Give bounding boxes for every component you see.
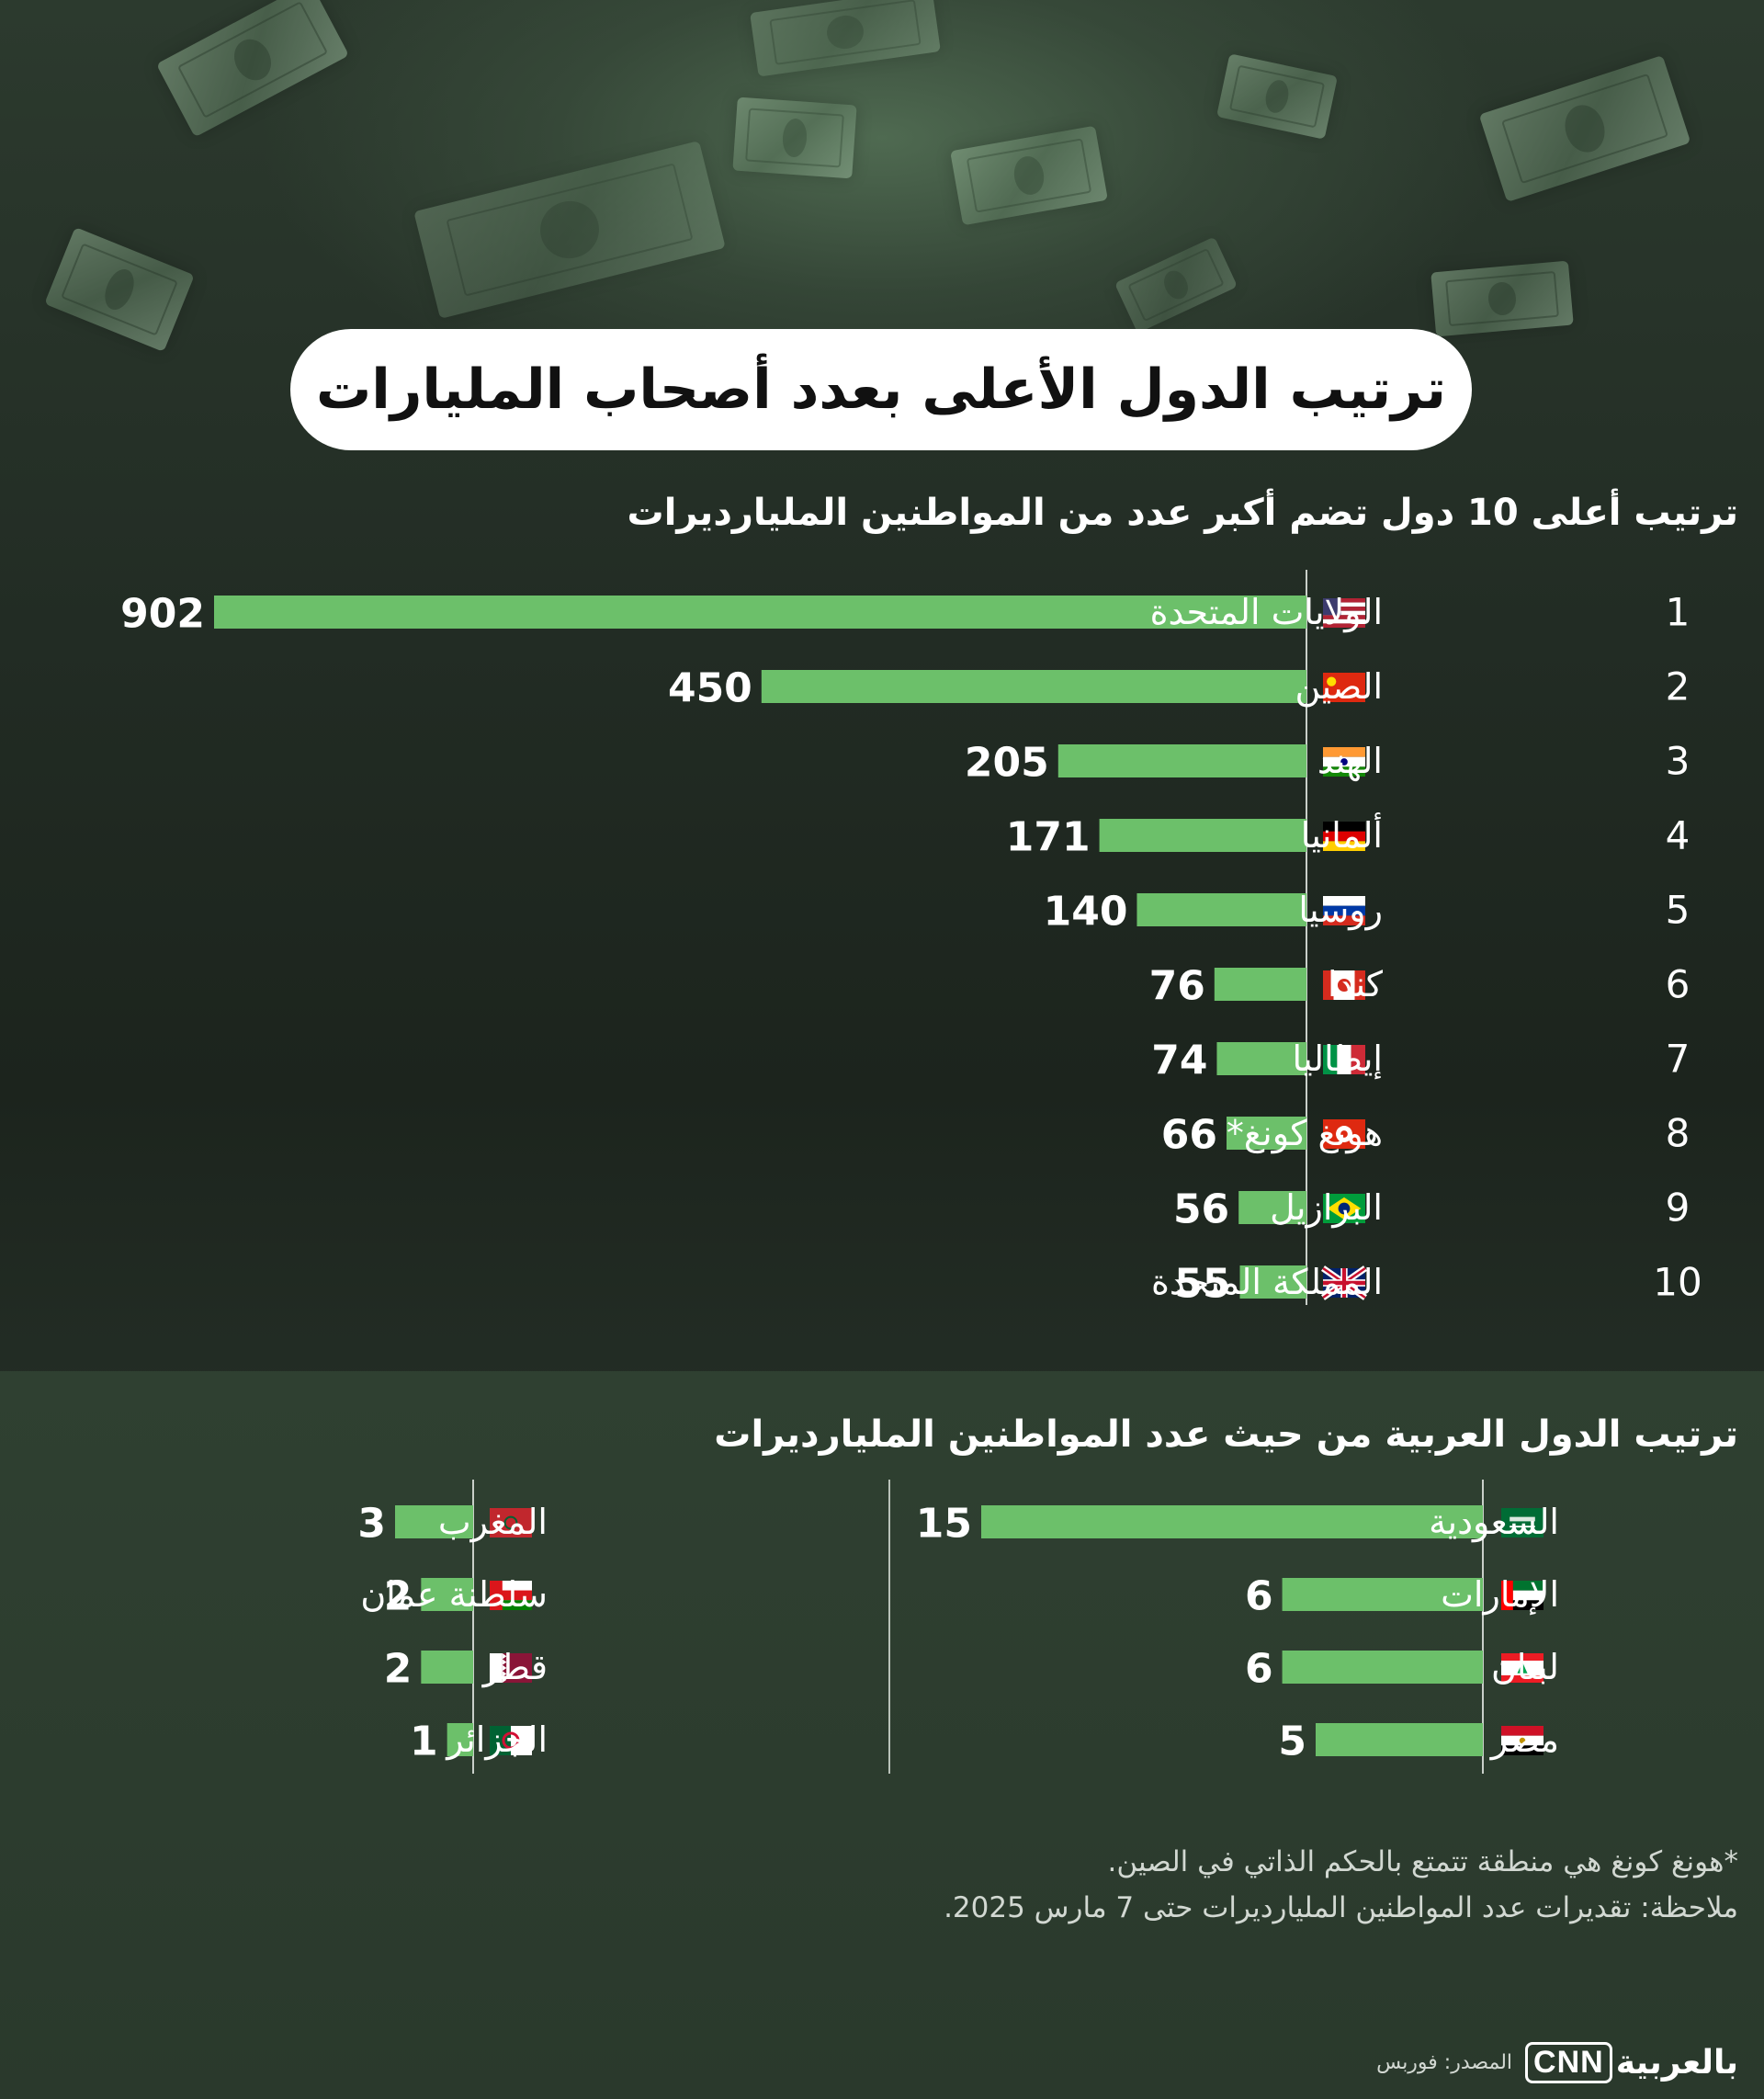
bar-gb: [1239, 1265, 1306, 1299]
value-label-gb: 55: [1174, 1261, 1230, 1308]
flag-ae-icon: [1501, 1581, 1544, 1610]
top10-chart: 902 الولايات المتحدة 1 450 الصين 2 205 الهند 3 17…: [120, 570, 1702, 1308]
value-label-de: 171: [1006, 814, 1091, 861]
country-label-ca: كندا: [1328, 964, 1384, 1004]
rank-label-cn: 2: [1666, 664, 1690, 709]
flag-hk-icon: [1323, 1119, 1365, 1149]
value-label-qa: 2: [384, 1646, 413, 1693]
cnn-logo-text: CNN: [1525, 2042, 1612, 2083]
value-label-cn: 450: [668, 665, 752, 712]
bar-eg: [1316, 1723, 1483, 1756]
country-label-ru: روسيا: [1298, 890, 1383, 931]
page-title: ترتيب الدول الأعلى بعدد أصحاب المليارات: [315, 357, 1447, 422]
country-label-om: سلطنة عمان: [360, 1574, 548, 1615]
arabic-logo-text: بالعربية: [1615, 2044, 1738, 2082]
country-label-qa: قطر: [481, 1647, 548, 1688]
value-label-lb: 6: [1245, 1646, 1273, 1693]
rank-label-in: 3: [1666, 739, 1690, 784]
flag-dz-icon: [490, 1726, 532, 1755]
bar-ru: [1136, 893, 1306, 926]
country-label-br: البرازيل: [1270, 1187, 1383, 1229]
flag-us-icon: [1323, 598, 1365, 628]
value-label-eg: 5: [1278, 1719, 1306, 1765]
flag-eg-icon: [1501, 1726, 1544, 1755]
footnote-hong-kong: *هونغ كونغ هي منطقة تتمتع بالحكم الذاتي …: [1107, 1845, 1738, 1878]
value-label-in: 205: [965, 740, 1049, 787]
value-label-ae: 6: [1245, 1573, 1273, 1620]
bar-dz: [447, 1723, 473, 1756]
country-label-in: الهند: [1317, 741, 1383, 782]
value-label-us: 902: [120, 591, 205, 638]
bar-qa: [421, 1651, 473, 1684]
rank-label-ca: 6: [1666, 962, 1690, 1007]
value-label-hk: 66: [1161, 1112, 1217, 1159]
bar-in: [1057, 744, 1306, 777]
bar-hk: [1227, 1117, 1306, 1150]
country-label-ma: المغرب: [438, 1502, 548, 1543]
bar-it: [1216, 1042, 1306, 1075]
country-label-it: إيطاليا: [1292, 1038, 1383, 1080]
chart-title-arab: ترتيب الدول العربية من حيث عدد المواطنين…: [714, 1413, 1738, 1456]
flag-in-icon: [1323, 747, 1365, 777]
country-label-us: الولايات المتحدة: [1150, 592, 1383, 633]
country-label-hk: هونغ كونغ*: [1227, 1113, 1383, 1154]
country-label-cn: الصين: [1295, 666, 1383, 708]
flag-gb-icon: [1320, 1265, 1368, 1300]
flag-ma-icon: [490, 1508, 532, 1537]
chart-title-top10: ترتيب أعلى 10 دول تضم أكبر عدد من المواط…: [627, 492, 1738, 534]
bar-de: [1099, 819, 1306, 852]
value-label-om: 2: [384, 1573, 413, 1620]
source-text: المصدر: فوربس: [1376, 2051, 1513, 2074]
bar-sa: [981, 1505, 1483, 1538]
value-label-it: 74: [1151, 1038, 1207, 1084]
country-label-sa: السعودية: [1429, 1502, 1559, 1543]
rank-label-br: 9: [1666, 1186, 1690, 1231]
country-label-ae: الإمارات: [1441, 1574, 1559, 1616]
bar-lb: [1282, 1651, 1483, 1684]
flag-ca-icon: [1323, 970, 1365, 1000]
cnn-arabic-logo: CNN بالعربية: [1525, 2042, 1738, 2083]
rank-label-us: 1: [1666, 590, 1690, 635]
flag-ru-icon: [1323, 896, 1365, 925]
bar-ae: [1282, 1578, 1483, 1611]
bar-ma: [395, 1505, 473, 1538]
country-label-dz: الجزائر: [445, 1719, 548, 1761]
value-label-ma: 3: [357, 1501, 386, 1548]
footer: CNN بالعربية المصدر: فوربس: [1376, 2042, 1738, 2083]
value-label-dz: 1: [410, 1719, 438, 1765]
rank-label-gb: 10: [1653, 1260, 1702, 1305]
flag-cn-icon: [1323, 673, 1365, 702]
country-label-eg: مصر: [1489, 1719, 1559, 1761]
value-label-ru: 140: [1044, 889, 1128, 936]
rank-label-it: 7: [1666, 1037, 1690, 1082]
value-label-sa: 15: [916, 1501, 972, 1548]
rank-label-de: 4: [1666, 813, 1690, 858]
flag-br-icon: [1323, 1194, 1365, 1223]
value-label-br: 56: [1173, 1186, 1229, 1233]
bar-us: [214, 596, 1306, 629]
bar-cn: [761, 670, 1306, 703]
value-label-ca: 76: [1149, 963, 1205, 1010]
flag-qa-icon: [490, 1653, 532, 1683]
bar-ca: [1214, 968, 1306, 1001]
footnote-note: ملاحظة: تقديرات عدد المواطنين الملياردير…: [944, 1891, 1738, 1924]
flag-it-icon: [1323, 1045, 1365, 1074]
bar-om: [421, 1578, 473, 1611]
title-banner: ترتيب الدول الأعلى بعدد أصحاب المليارات: [290, 329, 1472, 450]
country-label-gb: المملكة المتحدة: [1151, 1262, 1383, 1302]
flag-sa-icon: [1501, 1508, 1544, 1537]
flag-de-icon: [1323, 822, 1365, 851]
rank-label-ru: 5: [1666, 888, 1690, 933]
country-label-lb: لبنان: [1491, 1647, 1559, 1687]
bar-br: [1238, 1191, 1306, 1224]
flag-om-icon: [490, 1581, 532, 1610]
rank-label-hk: 8: [1666, 1111, 1690, 1156]
flag-lb-icon: [1501, 1653, 1544, 1683]
country-label-de: ألمانيا: [1301, 812, 1383, 856]
